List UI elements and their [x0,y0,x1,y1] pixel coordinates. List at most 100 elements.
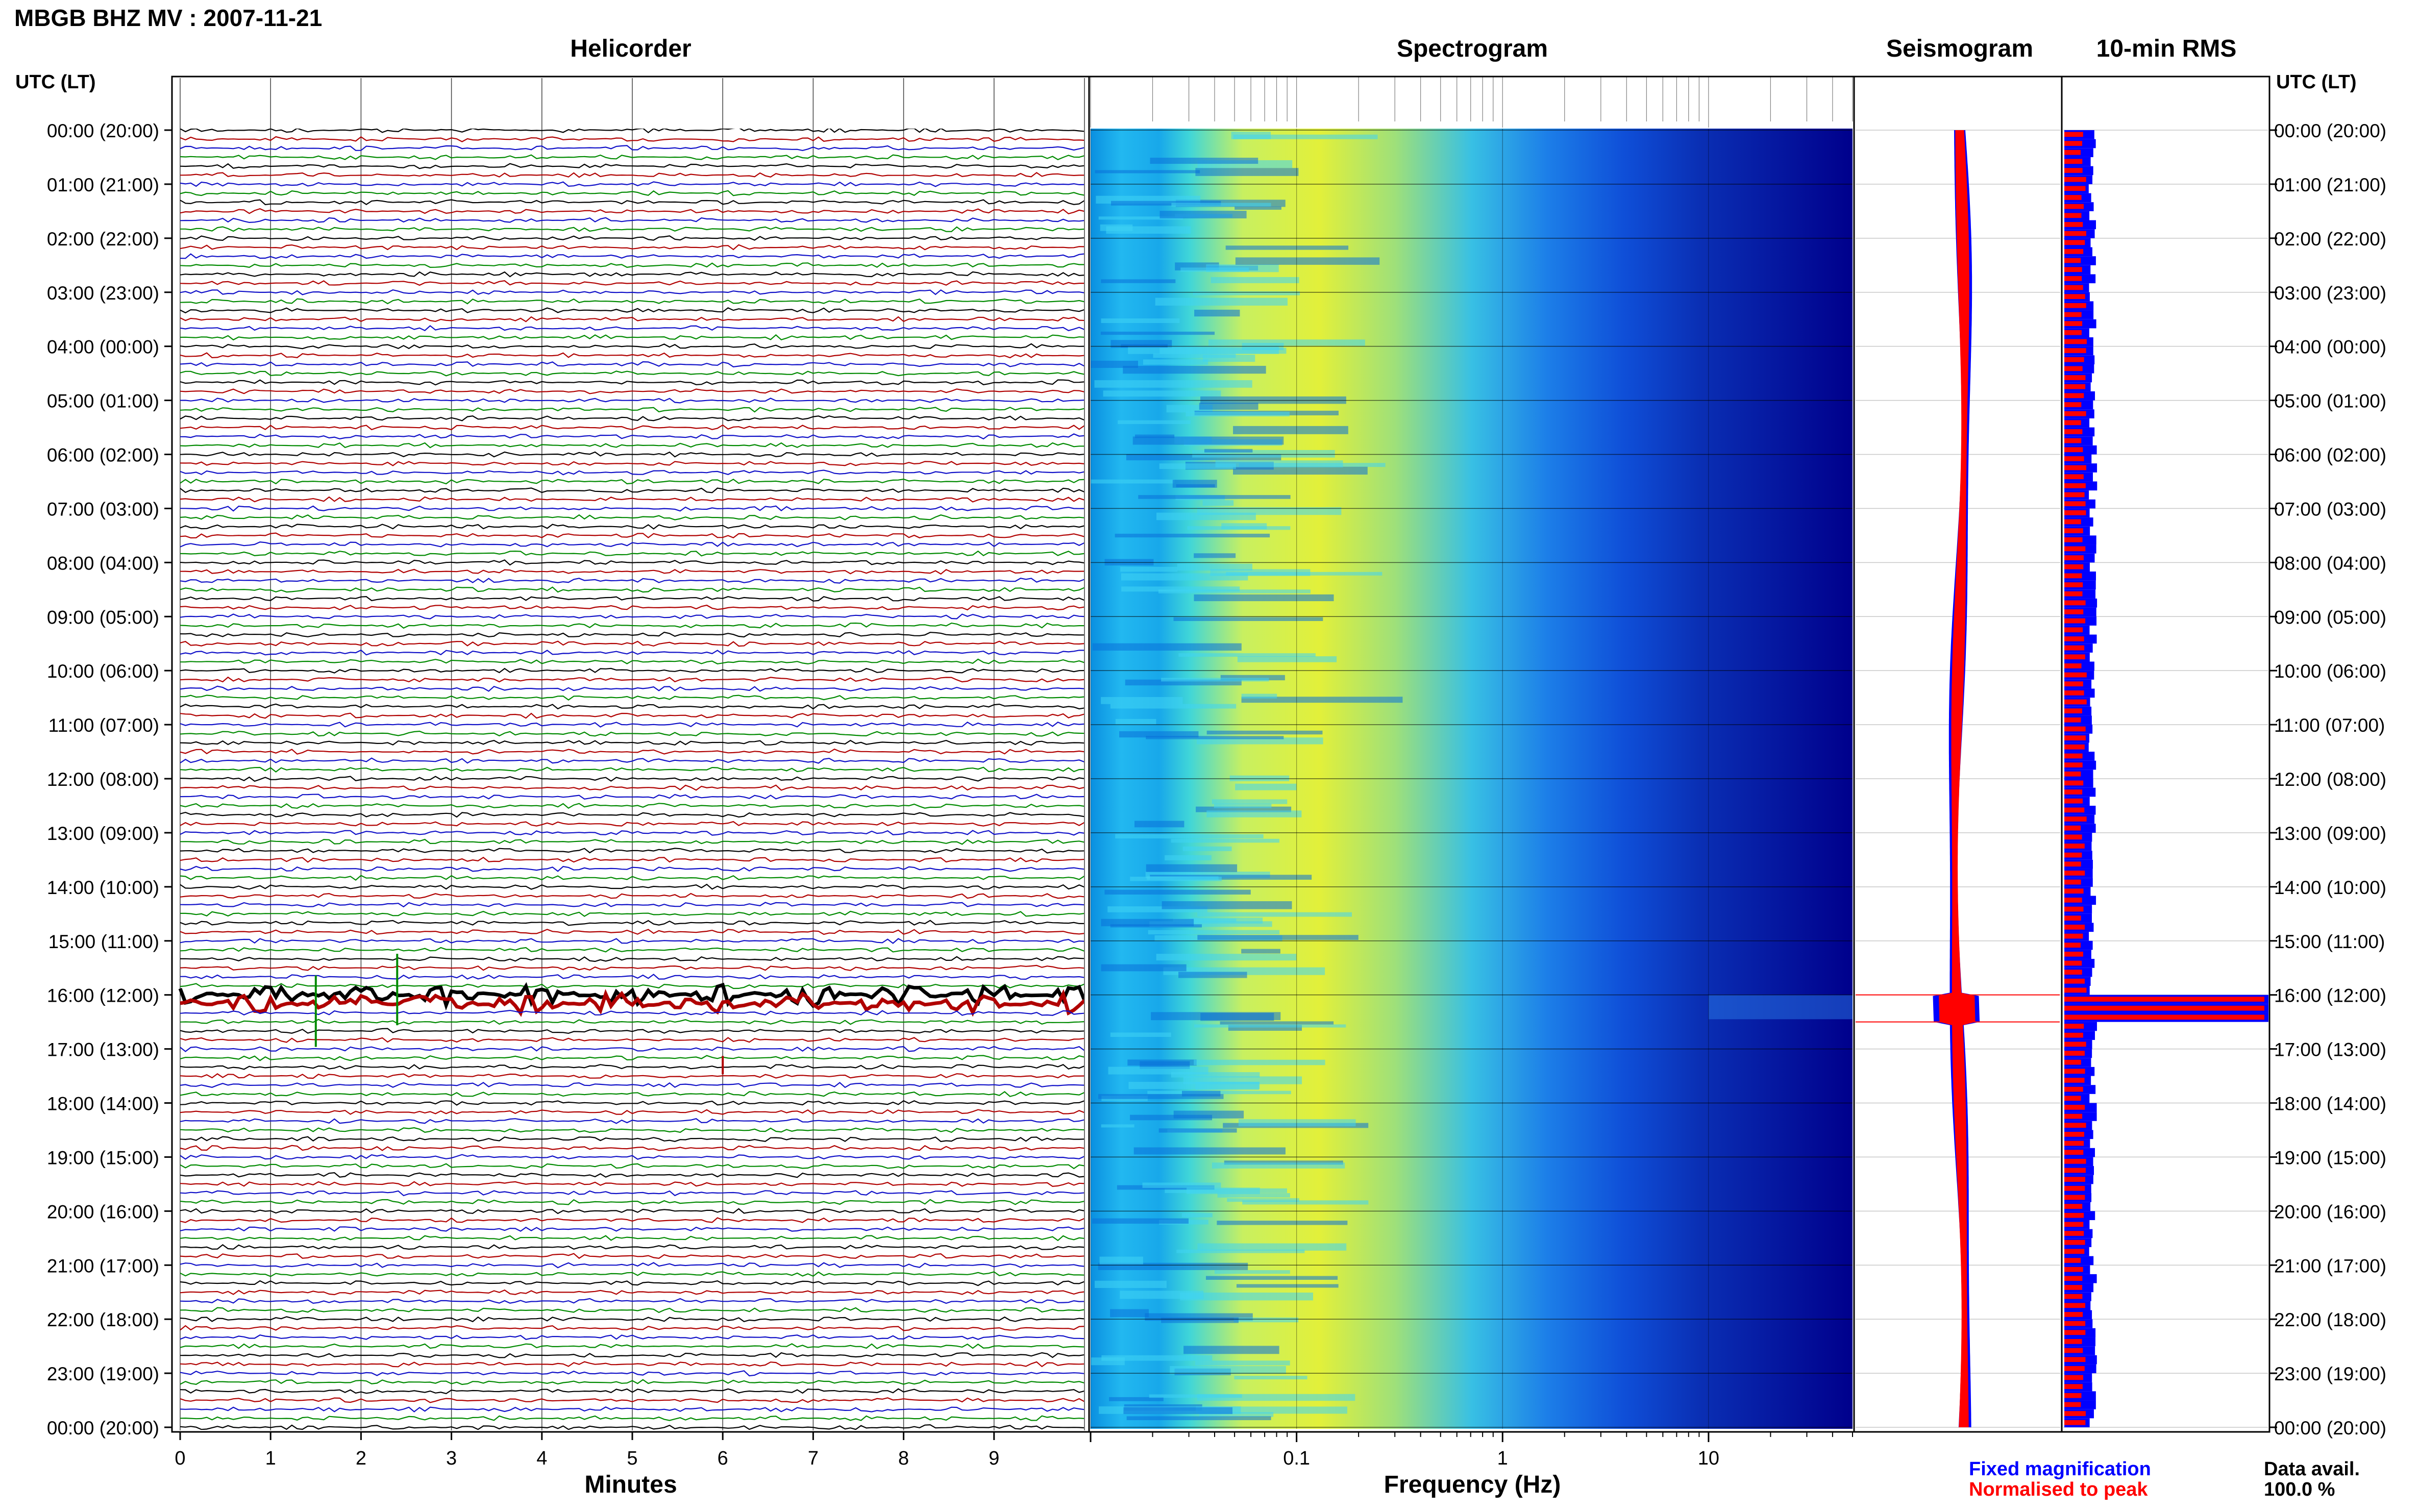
spectrogram-streak [1098,216,1183,220]
time-label-right: 23:00 (19:00) [2274,1364,2386,1384]
minute-tick-label: 9 [989,1448,999,1469]
helicorder-trace [180,910,1084,917]
helicorder-trace [180,1307,1084,1313]
rms-bar-normalised [2064,1086,2083,1092]
rms-bar-normalised [2064,348,2086,353]
time-label-right: 21:00 (17:00) [2274,1255,2386,1276]
spectrogram-streak [1195,168,1299,176]
helicorder-trace [180,1226,1084,1232]
rms-bar-normalised [2064,1204,2083,1209]
rms-bar-normalised [2064,285,2083,290]
rms-bar-normalised [2064,222,2083,227]
rms-bar-normalised [2064,582,2083,587]
spectrogram-streak [1205,1276,1338,1280]
spectrogram-streak [1181,1213,1213,1218]
helicorder-trace [180,541,1084,548]
rms-bar-normalised [2064,1096,2081,1101]
helicorder-trace [180,721,1084,728]
rms-bar-normalised [2064,726,2086,732]
rms-bar-normalised [2064,906,2084,912]
spectrogram-streak [1092,643,1242,651]
rms-bar-normalised [2064,258,2081,263]
helicorder-trace [180,217,1084,224]
utc-axis-header-right: UTC (LT) [2276,71,2357,93]
spectrogram-streak [1194,1059,1325,1065]
helicorder-trace [180,1343,1084,1349]
helicorder-trace [180,938,1084,944]
spectrogram-streak [1197,935,1359,940]
helicorder-trace [180,1037,1084,1043]
helicorder-trace [180,253,1084,259]
helicorder-trace [180,676,1084,683]
rms-bar-normalised [2064,1249,2085,1254]
rms-bar-normalised [2064,987,2087,993]
helicorder-trace [180,1298,1084,1304]
time-label-right: 15:00 (11:00) [2274,931,2385,952]
seismogram-title: Seismogram [1886,35,2034,62]
helicorder-title: Helicorder [570,35,692,62]
rms-bar-normalised [2064,943,2081,948]
helicorder-trace [180,739,1084,746]
helicorder-trace [180,947,1084,953]
spectrogram-streak [1110,1032,1171,1037]
time-label-left: 00:00 (20:00) [47,1418,159,1439]
helicorder-trace [180,190,1084,196]
helicorder-trace [180,883,1084,890]
rms-bar-normalised [2064,132,2083,137]
time-label-left: 05:00 (01:00) [47,391,159,412]
spectrogram-streak [1110,1309,1149,1318]
spectrogram-streak [1171,203,1271,207]
rms-bar-normalised [2064,573,2082,579]
helicorder-trace [180,983,1084,989]
legend-normalised-to-peak: Normalised to peak [1969,1479,2148,1500]
minute-tick-label: 1 [265,1448,276,1469]
helicorder-trace [180,1154,1084,1160]
spectrogram-streak [1215,460,1343,467]
spectrogram-streak [1150,875,1312,880]
helicorder-trace [180,1397,1084,1403]
rms-bar-normalised [2064,1330,2086,1335]
time-label-right: 03:00 (23:00) [2274,283,2386,304]
spectrogram-streak [1194,1024,1346,1028]
spectrogram-streak [1194,594,1334,602]
time-label-left: 23:00 (19:00) [47,1364,159,1384]
spectrogram-streak [1119,731,1199,738]
helicorder-trace [180,784,1084,791]
rms-bar-normalised [2064,735,2086,740]
spectrogram-streak [1199,403,1258,410]
rms-bar-normalised [2064,960,2082,966]
rms-bar-normalised [2064,780,2084,786]
helicorder-trace [180,730,1084,737]
rms-bar-normalised [2064,1375,2083,1380]
spectrogram-streak [1197,1394,1355,1401]
spectrogram-streak [1194,309,1240,317]
rms-bar-normalised [2064,366,2083,371]
spectrogram-streak [1211,277,1299,283]
spectrogram-streak [1123,1407,1233,1415]
spectrogram-streak [1106,226,1191,234]
rms-bar-normalised [2064,429,2083,434]
rms-bar-normalised [2064,888,2084,894]
rms-bar-normalised [2064,1069,2085,1074]
minute-tick-label: 5 [627,1448,637,1469]
rms-bar-normalised [2064,150,2081,155]
helicorder-trace [180,181,1084,187]
helicorder-trace [180,244,1084,251]
rms-bar-normalised [2064,762,2083,767]
spectrogram-streak [1180,1293,1313,1301]
helicorder-trace [180,875,1084,881]
time-label-right: 19:00 (15:00) [2274,1147,2386,1168]
spectrogram-streak [1118,420,1191,425]
spectrogram-streak [1104,889,1251,895]
rms-bar-normalised [2064,1411,2086,1416]
helicorder-trace [180,461,1084,466]
rms-bar-normalised [2064,510,2086,515]
spectrogram-streak [1150,158,1258,164]
spectrogram-streak [1212,1162,1345,1169]
helicorder-trace [180,171,1084,178]
time-label-left: 16:00 (12:00) [47,985,159,1006]
spectrogram-streak [1109,1397,1164,1401]
helicorder-trace [180,856,1084,863]
rms-bar-normalised [2064,1150,2084,1155]
helicorder-trace [180,407,1084,413]
